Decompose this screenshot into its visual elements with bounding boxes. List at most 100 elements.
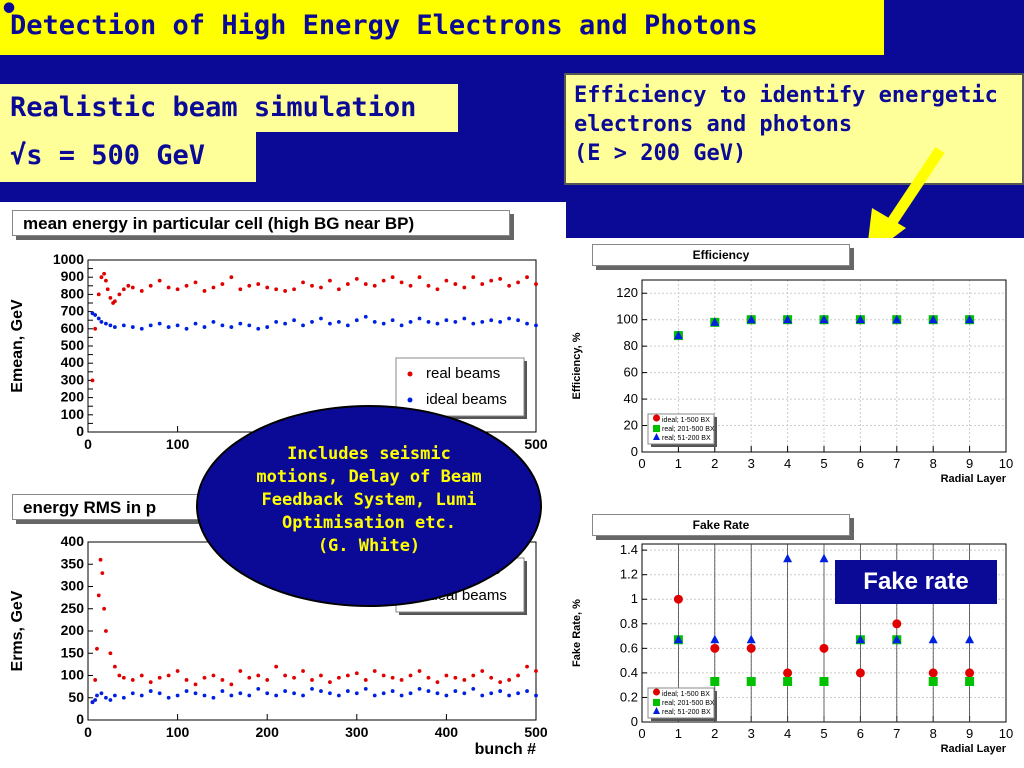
legend-marker [653,414,660,422]
data-point [265,325,270,329]
data-point [256,686,261,691]
legend-marker [653,425,660,432]
legend-marker [653,699,660,706]
data-point [399,323,404,328]
data-point [96,316,101,321]
data-point [444,278,449,283]
data-point [265,678,270,682]
data-point [965,668,975,678]
data-point [148,283,153,288]
data-point [525,664,529,669]
data-point [229,693,234,698]
y-tick-label: 0 [631,444,638,459]
data-point [229,682,234,687]
data-point [498,680,503,685]
data-point [292,691,296,696]
data-point [184,689,189,693]
y-tick-label: 350 [61,555,85,571]
y-tick-label: 250 [61,600,85,616]
data-point [372,669,377,673]
data-point [489,691,494,696]
data-point [354,277,359,281]
data-point [283,689,288,693]
y-tick-label: 1.2 [620,567,638,582]
data-point [345,323,350,328]
data-point [390,275,395,280]
data-point [328,691,332,696]
data-point [126,283,131,288]
data-point [184,678,189,682]
data-point [139,326,144,331]
data-point [211,320,216,324]
x-tick-label: 5 [820,456,827,471]
data-point [193,691,198,696]
y-axis-label: Erms, GeV [9,590,26,671]
data-point [104,629,108,633]
y-tick-label: 600 [61,320,85,336]
data-point [202,675,207,680]
data-point [292,318,296,323]
data-point [310,283,314,288]
data-point [345,689,350,693]
x-tick-label: 200 [256,724,280,740]
legend-box [395,357,525,417]
data-point [892,619,902,629]
data-point [104,695,108,700]
data-point [471,275,476,280]
data-point [892,634,902,644]
x-tick-label: 0 [638,726,645,741]
data-point [265,285,270,290]
data-point [274,693,279,698]
title-banner: • Detection of High Energy Electrons and… [0,0,884,55]
data-point [489,318,494,323]
data-point [301,669,305,673]
data-point [399,693,404,698]
data-point [673,594,683,604]
y-tick-label: 200 [61,622,85,638]
y-tick-label: 0 [76,423,84,439]
data-point [95,693,99,698]
legend-label: real; 201-500 BX [662,426,715,433]
y-tick-label: 1.4 [620,542,638,557]
data-point [99,691,104,696]
data-point [965,634,975,644]
legend-marker [653,688,660,696]
data-point [265,691,270,696]
data-point [100,571,105,576]
y-tick-label: 300 [61,371,85,387]
y-tick-label: 100 [61,406,85,422]
y-axis-label: Emean, GeV [9,299,26,393]
data-point [292,287,296,292]
y-tick-label: 200 [61,389,85,405]
data-point [319,673,323,678]
data-point [462,691,467,696]
legend-label: ideal; 1-500 BX [662,417,710,424]
legend-label: real; 51-200 BX [662,435,711,442]
data-point [534,669,538,673]
data-point [453,320,458,324]
legend-marker [407,371,413,377]
y-tick-label: 900 [61,268,85,284]
data-point [444,673,449,678]
data-point [453,675,458,680]
x-tick-label: 6 [857,726,864,741]
data-point [90,311,95,316]
data-point [301,323,305,328]
data-point [480,320,485,324]
data-point [534,693,538,698]
data-point [105,287,110,292]
data-point [220,678,225,682]
x-tick-label: 7 [893,726,900,741]
data-point [96,292,101,297]
y-tick-label: 60 [624,365,638,380]
data-point [892,314,902,324]
data-point [453,689,458,693]
data-point [928,314,938,324]
data-point [112,664,117,669]
data-point [336,320,341,324]
data-point [90,378,95,383]
efficiency-note: Efficiency to identify energetic electro… [564,73,1024,185]
data-point [381,321,386,326]
data-point [283,321,288,326]
chart-title: Fake Rate [592,514,850,536]
